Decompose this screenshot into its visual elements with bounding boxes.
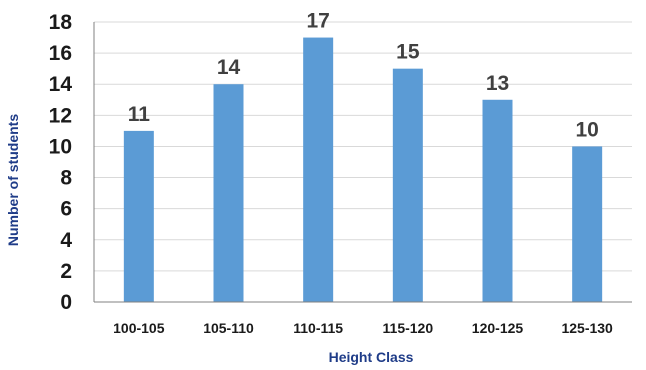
y-tick-label: 6: [60, 198, 72, 221]
data-label: 11: [128, 103, 151, 126]
bars: [123, 37, 603, 303]
x-axis-ticks: 100-105 105-110 110-115 115-120 120-125 125-1…: [113, 320, 613, 336]
x-tick-label: 110-115: [293, 320, 343, 336]
bar: [392, 68, 423, 303]
y-tick-label: 2: [60, 260, 72, 283]
bar: [213, 84, 244, 302]
x-tick-label: 125-130: [561, 320, 613, 336]
bar: [303, 37, 334, 303]
y-tick-label: 0: [60, 291, 72, 314]
y-tick-label: 16: [49, 42, 72, 65]
data-labels: 11 14 17 15 13 10: [128, 10, 599, 142]
y-tick-label: 8: [60, 167, 72, 190]
y-tick-label: 10: [49, 135, 72, 158]
y-tick-label: 12: [49, 104, 72, 127]
bar: [123, 130, 154, 302]
data-label: 10: [575, 118, 598, 141]
data-label: 15: [396, 41, 420, 64]
x-tick-label: 105-110: [203, 320, 254, 336]
y-axis-title: Number of students: [5, 114, 21, 246]
data-label: 13: [486, 72, 509, 95]
bar: [482, 99, 513, 303]
x-axis-title: Height Class: [329, 349, 414, 365]
y-tick-label: 18: [49, 11, 73, 34]
y-axis-ticks: 0 2 4 6 8 10 12 14 16 18: [49, 11, 73, 314]
data-label: 17: [306, 10, 329, 33]
x-tick-label: 120-125: [472, 320, 524, 336]
x-tick-label: 115-120: [383, 320, 434, 336]
gridlines: [94, 21, 632, 272]
bar: [572, 146, 603, 302]
y-tick-label: 14: [49, 73, 73, 96]
data-label: 14: [217, 56, 241, 79]
x-tick-label: 100-105: [113, 320, 165, 336]
y-tick-label: 4: [60, 229, 72, 252]
